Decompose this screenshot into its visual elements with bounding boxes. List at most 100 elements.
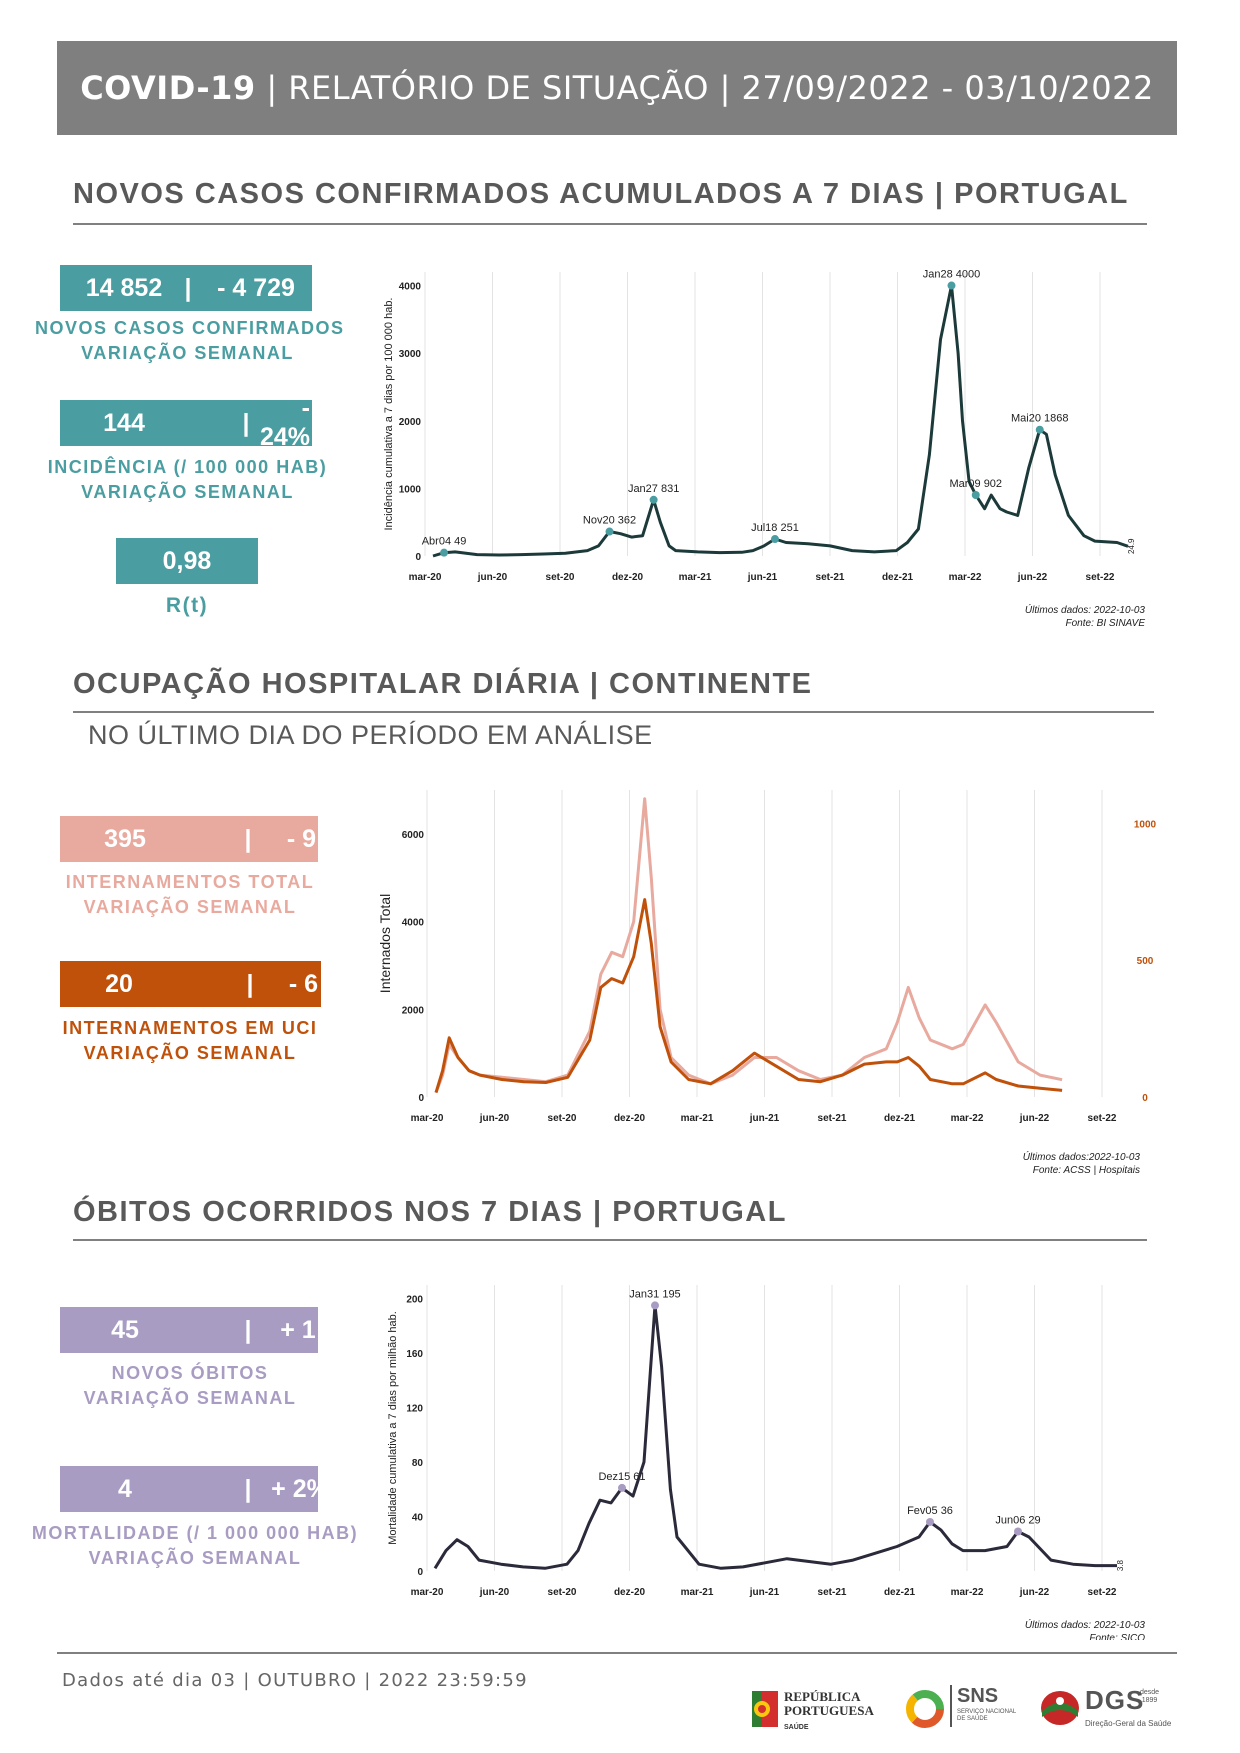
footer-divider [57,1652,1177,1654]
peak-marker [1014,1527,1022,1536]
chart-mortality: mar-20 jun-20 set-20 dez-20 mar-21 jun-21 set-… [387,1285,1146,1640]
dgs-sub: Direção-Geral da Saúde [1085,1719,1172,1728]
x-tick-label: mar-21 [681,1113,714,1124]
kpi-cases-change: - 4 729 [217,273,295,302]
x-tick-label: jun-20 [479,1587,510,1598]
kpi-label-line: NOVOS CASOS CONFIRMADOS [35,318,345,338]
x-tick-label: set-21 [818,1587,847,1598]
kpi-separator: | [242,408,250,437]
peak-marker [971,491,980,500]
kpi-separator: | [184,273,192,302]
peak-marker [649,495,658,504]
kpi-label-line: VARIAÇÃO SEMANAL [83,1043,297,1063]
y-axis-label: Internados Total [377,894,393,993]
kpi-mortality-label: MORTALIDADE (/ 1 000 000 HAB) VARIAÇÃO S… [30,1521,360,1571]
x-tick-label: jun-20 [477,572,508,583]
peak-label: Jul18 251 [751,522,799,534]
chart-source: Fonte: ACSS | Hospitais [1033,1165,1140,1176]
report-header: COVID-19 | RELATÓRIO DE SITUAÇÃO | 27/09… [57,41,1177,135]
kpi-deaths-value: 45 [111,1315,139,1344]
x-tick-label: set-22 [1088,1587,1117,1598]
chart-hospital: mar-20 jun-20 set-20 dez-20 mar-21 jun-21 set-… [377,790,1170,1176]
x-tick-label: mar-22 [951,1113,984,1124]
peak-label: Mai20 1868 [1011,413,1069,425]
x-tick-label: jun-20 [479,1113,510,1124]
x-tick-label: jun-21 [749,1587,780,1598]
y-tick-label: 2000 [399,417,422,428]
rp-line3: SAÚDE [784,1724,809,1731]
x-tick-label: mar-20 [411,1113,444,1124]
y2-tick-label: 500 [1137,956,1154,967]
report-title-bold: COVID-19 [80,69,256,107]
chart-source: Últimos dados: 2022-10-03 [1025,1618,1146,1631]
kpi-label-line: MORTALIDADE (/ 1 000 000 HAB) [31,1523,359,1543]
y-tick-label: 3000 [399,349,422,360]
kpi-separator: | [244,1474,252,1503]
kpi-deaths-change: + 1 [280,1315,316,1344]
kpi-label-line: NOVOS ÓBITOS [111,1363,269,1383]
y-tick-label: 0 [415,552,421,563]
y2-tick-label: 0 [1142,1093,1148,1104]
section-divider [73,1239,1147,1241]
kpi-deaths-label: NOVOS ÓBITOS VARIAÇÃO SEMANAL [40,1361,340,1411]
series-line-0 [433,1303,1117,1570]
kpi-mortality-box: 4 | + 2% [60,1466,329,1512]
peak-label: Mar09 902 [949,478,1002,490]
kpi-incidence-box: 144 | - 24% [60,394,312,451]
y-tick-label: 200 [406,1295,423,1306]
kpi-hosp-icu-box: 20 | - 6 [60,961,321,1007]
peak-label: Jan28 4000 [923,269,981,281]
section-title-deaths: ÓBITOS OCORRIDOS NOS 7 DIAS | PORTUGAL [73,1196,787,1228]
peak-marker [618,1483,626,1492]
section-divider [73,223,1147,225]
kpi-cases-value: 14 852 [85,273,163,302]
kpi-label-line: VARIAÇÃO SEMANAL [81,482,294,502]
y-tick-label: 40 [412,1513,424,1524]
peak-marker [651,1301,659,1310]
peak-label: Dez15 61 [598,1471,645,1483]
logo-dgs: DGS desde 1899 Direção-Geral da Saúde [1040,1685,1180,1735]
x-tick-label: dez-21 [884,1587,916,1598]
y-tick-label: 0 [417,1567,423,1578]
x-tick-label: set-21 [818,1113,847,1124]
peak-marker [605,527,614,536]
section-divider [73,711,1154,713]
section-title-cases: NOVOS CASOS CONFIRMADOS ACUMULADOS A 7 D… [73,178,1129,210]
x-tick-label: jun-22 [1019,1113,1050,1124]
kpi-deaths-box: 45 | + 1 [60,1307,318,1353]
x-tick-label: jun-21 [749,1113,780,1124]
kpi-hosp-icu-label: INTERNAMENTOS EM UCI VARIAÇÃO SEMANAL [40,1016,340,1066]
y2-axis-label: UCI [1169,933,1170,957]
kpi-separator: | [244,1315,252,1344]
chart-incidence: mar-20 jun-20 set-20 dez-20 mar-21 jun-21 set-… [383,269,1146,629]
peak-label: Abr04 49 [422,536,467,548]
kpi-separator: | [244,824,252,853]
y-axis-label: Mortalidade cumulativa a 7 dias por milh… [387,1311,399,1545]
end-value-label: 24.9 [1127,538,1136,554]
x-tick-label: dez-21 [884,1113,916,1124]
kpi-label-line: INTERNAMENTOS TOTAL [65,872,315,892]
x-tick-label: dez-21 [882,572,914,583]
kpi-label-line: VARIAÇÃO SEMANAL [81,343,294,363]
x-tick-label: mar-22 [949,572,982,583]
kpi-hosp-total-change: - 9 [286,824,316,853]
dgs-emblem-icon [1041,1691,1079,1725]
logo-republica-portuguesa: REPÚBLICA PORTUGUESA SAÚDE [752,1685,887,1735]
kpi-label-line: INTERNAMENTOS EM UCI [62,1018,318,1038]
report-title-rest: | RELATÓRIO DE SITUAÇÃO | 27/09/2022 - 0… [255,69,1154,107]
series-line-1 [434,898,1063,1094]
sns-sub1: SERVIÇO NACIONAL [957,1709,1017,1715]
x-tick-label: mar-20 [409,572,442,583]
chart-source: Fonte: BI SINAVE [1066,618,1146,629]
kpi-label-line: INCIDÊNCIA (/ 100 000 HAB) [47,457,328,477]
chart-source: Últimos dados:2022-10-03 [1023,1150,1141,1163]
x-tick-label: mar-21 [679,572,712,583]
kpi-cases-label: NOVOS CASOS CONFIRMADOS VARIAÇÃO SEMANAL [35,316,345,366]
kpi-label-line: VARIAÇÃO SEMANAL [88,1548,302,1568]
kpi-mortality-change: + 2% [271,1474,329,1503]
kpi-cases-box: 14 852 | - 4 729 [60,265,312,311]
kpi-hosp-total-value: 395 [104,824,146,853]
peak-label: Jun06 29 [995,1515,1040,1527]
chart-source: Fonte: SICO [1089,1633,1145,1640]
x-tick-label: set-20 [546,572,575,583]
